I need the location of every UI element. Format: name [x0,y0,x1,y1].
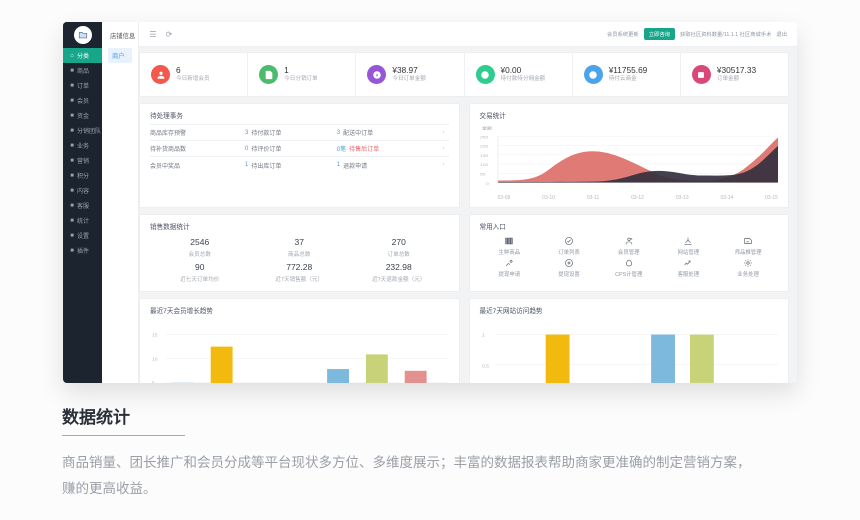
svg-text:250: 250 [480,135,489,139]
svg-text:1: 1 [481,333,484,338]
svg-text:50: 50 [480,172,486,176]
svg-text:15: 15 [152,333,158,338]
svg-text:5: 5 [152,381,155,383]
svg-text:200: 200 [480,144,489,148]
svg-text:10: 10 [152,357,158,362]
svg-text:100: 100 [480,163,489,167]
svg-text:0: 0 [485,182,488,186]
svg-text:150: 150 [480,154,489,158]
svg-text:金额: 金额 [481,126,492,132]
svg-text:0.5: 0.5 [481,364,488,369]
